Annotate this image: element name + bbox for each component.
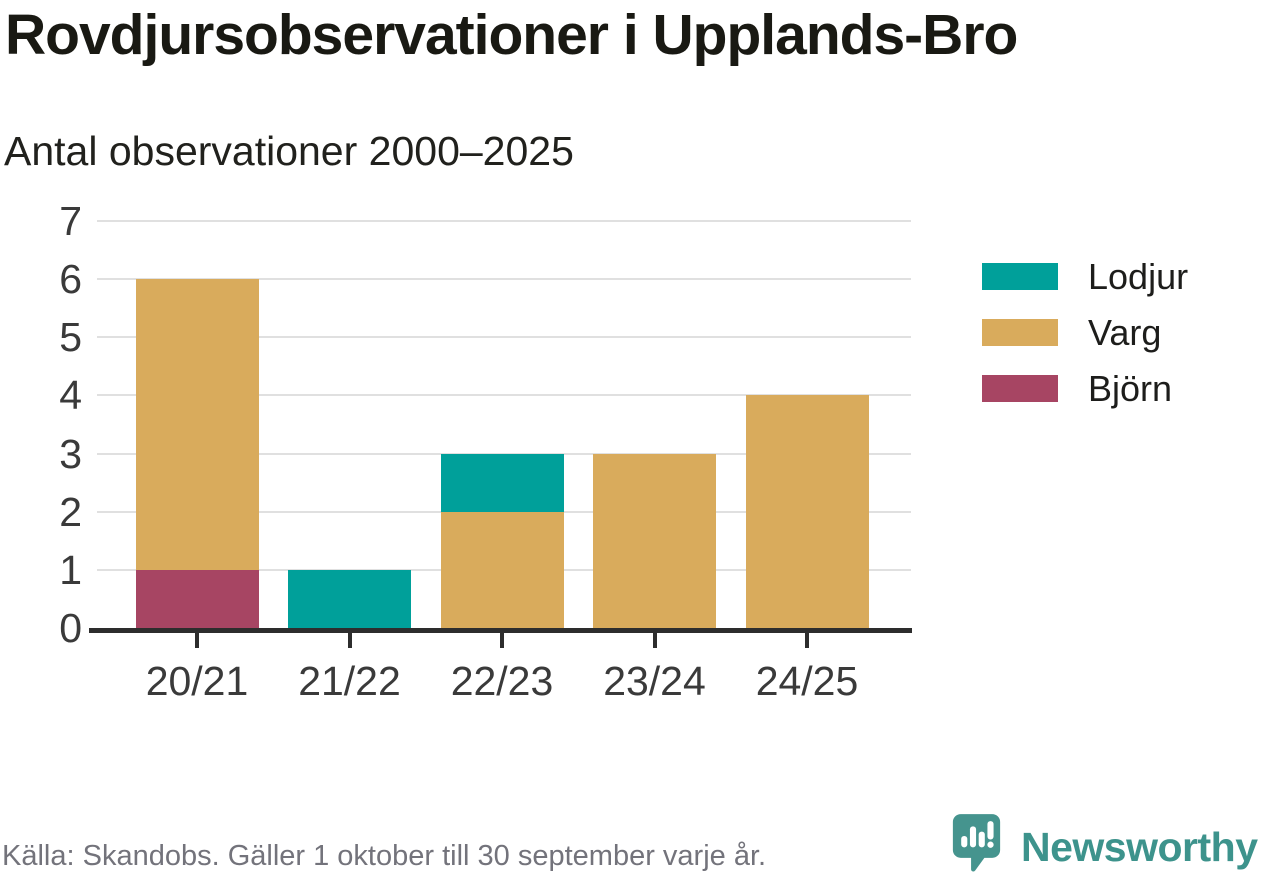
y-tick-label-7: 7	[59, 198, 82, 244]
x-tick-mark-3	[500, 633, 504, 648]
x-tick-mark-1	[195, 633, 199, 648]
x-tick-mark-5	[805, 633, 809, 648]
gridline-4	[97, 394, 911, 397]
gridline-5	[97, 336, 911, 339]
legend-item-lodjur: Lodjur	[982, 256, 1188, 297]
y-tick-label-4: 4	[59, 372, 82, 419]
legend-label-bjorn: Björn	[1088, 367, 1173, 409]
x-tick-mark-2	[347, 633, 352, 648]
newsworthy-logo-icon	[952, 813, 1001, 877]
y-tick-label-2: 2	[59, 488, 82, 535]
bar-21-22-lodjur	[288, 569, 411, 628]
legend-label-lodjur: Lodjur	[1088, 255, 1189, 297]
legend-item-bjorn: Björn	[982, 368, 1188, 409]
x-tick-label-3: 22/23	[450, 658, 554, 704]
x-tick-label-4: 23/24	[603, 658, 706, 704]
legend-swatch-lodjur	[982, 263, 1058, 290]
x-tick-mark-4	[652, 633, 657, 648]
newsworthy-logo[interactable]: Newsworthy	[952, 813, 1258, 877]
x-tick-label-5: 24/25	[755, 658, 859, 704]
chart-subtitle: Antal observationer 2000–2025	[4, 128, 574, 174]
newsworthy-logo-text: Newsworthy	[1021, 824, 1258, 870]
chart-title: Rovdjursobservationer i Upplands-Bro	[5, 3, 1018, 67]
y-tick-label-0: 0	[59, 605, 82, 651]
y-tick-label-1: 1	[59, 546, 82, 593]
bar-20-21-varg	[135, 279, 259, 570]
y-tick-label-5: 5	[59, 314, 82, 361]
legend-label-varg: Varg	[1088, 311, 1162, 353]
source-note: Källa: Skandobs. Gäller 1 oktober till 3…	[2, 840, 767, 872]
bar-24-25-varg	[745, 395, 869, 628]
x-tick-label-1: 20/21	[145, 658, 249, 704]
y-tick-label-3: 3	[59, 430, 82, 477]
bar-23-24-varg	[593, 453, 716, 628]
x-axis-line	[89, 628, 912, 633]
gridline-7	[97, 220, 911, 222]
gridline-6	[97, 278, 911, 281]
y-tick-label-6: 6	[59, 256, 82, 303]
plot-area	[91, 220, 911, 628]
legend-swatch-bjorn	[982, 375, 1058, 402]
bar-22-23-varg	[440, 511, 564, 628]
legend: Lodjur Varg Björn	[982, 256, 1188, 431]
x-tick-label-2: 21/22	[298, 658, 401, 704]
bar-22-23-lodjur	[440, 453, 564, 512]
bar-20-21-bjorn	[135, 569, 259, 628]
legend-item-varg: Varg	[982, 312, 1188, 353]
legend-swatch-varg	[982, 319, 1058, 346]
